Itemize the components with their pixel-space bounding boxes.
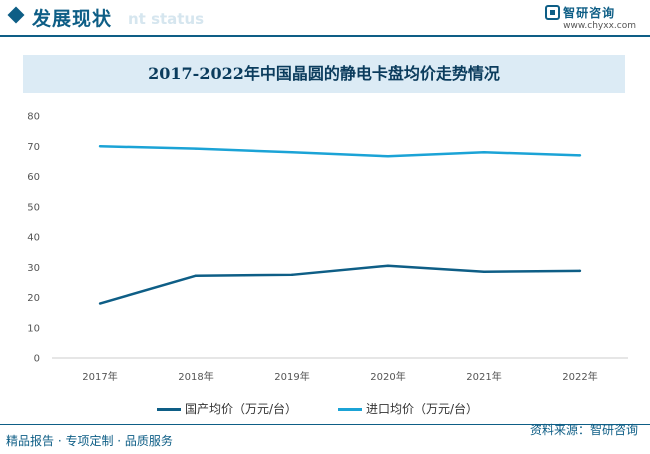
y-tick-label: 80 (27, 112, 40, 123)
section-title: 发展现状 (32, 8, 113, 30)
y-tick-label: 30 (27, 263, 40, 274)
series-point-domestic (98, 302, 102, 305)
footer-divider (0, 424, 650, 425)
legend-item-domestic: 国产均价（万元/台） (157, 400, 297, 417)
series-point-domestic (194, 274, 198, 277)
series-point-imported (386, 155, 390, 158)
y-tick-label: 40 (27, 233, 40, 244)
legend-swatch-imported (338, 408, 362, 411)
footer-source: 资料来源：智研咨询 (529, 423, 638, 437)
legend-swatch-domestic (157, 408, 181, 411)
y-tick-label: 0 (34, 354, 40, 365)
brand-url: www.chyxx.com (563, 21, 636, 31)
series-point-imported (194, 147, 198, 150)
x-tick-label: 2019年 (274, 370, 309, 383)
x-tick-label: 2020年 (370, 370, 405, 383)
line-chart: 0 10 20 30 40 50 60 70 80 2017年 2018年 2019年 2020年 202… (27, 112, 628, 383)
chart-title-box: 2017-2022年中国晶圆的静电卡盘均价走势情况 (23, 55, 625, 93)
series-point-domestic (578, 269, 582, 273)
series-point-imported (482, 151, 486, 154)
y-tick-label: 50 (27, 202, 40, 213)
y-tick-label: 20 (27, 293, 40, 304)
legend-label-domestic: 国产均价（万元/台） (185, 402, 298, 416)
brand-block: 智研咨询 www.chyxx.com (545, 4, 636, 31)
diamond-icon (7, 6, 25, 24)
series-line-domestic (99, 264, 581, 305)
legend-item-imported: 进口均价（万元/台） (338, 400, 478, 417)
x-tick-label: 2017年 (82, 370, 117, 383)
x-tick-label: 2022年 (562, 370, 597, 383)
series-point-domestic (290, 273, 294, 277)
y-tick-label: 70 (27, 142, 40, 153)
brand-name: 智研咨询 (563, 6, 616, 20)
series-point-domestic (482, 270, 486, 273)
series-point-imported (98, 145, 102, 148)
y-tick-label: 10 (27, 323, 40, 334)
y-tick-label: 60 (27, 172, 40, 183)
section-header: 发展现状 nt status 智研咨询 www.chyxx.com (0, 0, 650, 34)
x-tick-label: 2018年 (178, 370, 213, 383)
section-subtitle: nt status (128, 10, 205, 28)
header-divider (0, 35, 650, 37)
series-point-imported (578, 154, 582, 157)
footer-tagline: 精品报告 · 专项定制 · 品质服务 (6, 434, 173, 448)
series-point-domestic (386, 264, 390, 267)
chart-title: 2017-2022年中国晶圆的静电卡盘均价走势情况 (148, 64, 500, 83)
series-line-imported (99, 145, 581, 158)
chart-legend: 国产均价（万元/台） 进口均价（万元/台） (0, 400, 650, 416)
brand-logo-icon (545, 5, 561, 20)
legend-label-imported: 进口均价（万元/台） (366, 402, 479, 416)
x-tick-label: 2021年 (466, 370, 501, 383)
series-point-imported (290, 151, 294, 154)
